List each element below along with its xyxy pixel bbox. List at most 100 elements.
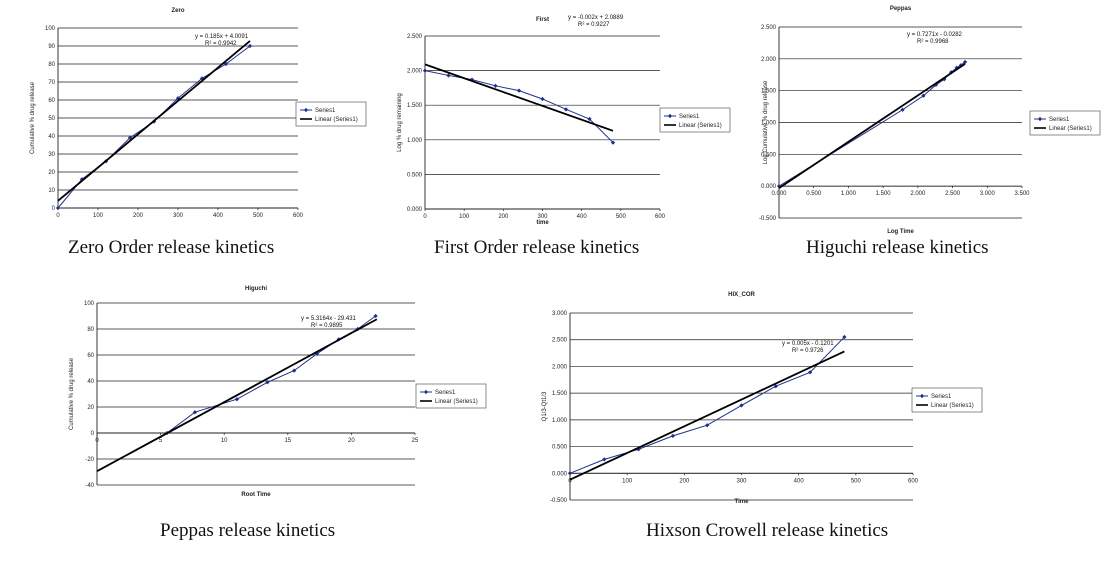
y-tick-label: 0.000 — [761, 184, 777, 190]
x-tick-label: 400 — [794, 478, 805, 484]
chart-title: Higuchi — [245, 286, 267, 292]
y-tick-label: 100 — [45, 26, 56, 32]
x-tick-label: 100 — [622, 478, 633, 484]
trend-line — [424, 63, 614, 132]
y-tick-label: 2.500 — [761, 25, 777, 31]
data-point — [55, 205, 61, 211]
legend-label: Series1 — [931, 394, 952, 400]
y-tick-label: 0.500 — [552, 445, 568, 451]
chart-title: HIX_COR — [728, 292, 755, 298]
y-axis-label: Q1/3-Qt1/3 — [542, 391, 548, 421]
legend-box — [415, 383, 487, 409]
chart-panel-first: First 0.000 0.500 1.000 1.500 2.000 2.500 0 100 2… — [370, 0, 740, 270]
data-point — [900, 107, 905, 112]
legend-box — [911, 387, 983, 413]
y-axis-label: Log Cumulative % drug release — [763, 80, 769, 164]
y-tick-label: 2.000 — [407, 69, 423, 75]
y-axis-label: Cumulative % drug release — [69, 357, 75, 430]
y-tick-label: 0 — [52, 206, 56, 212]
data-point — [563, 107, 569, 112]
y-tick-label: 10 — [48, 188, 55, 194]
data-point — [610, 140, 616, 145]
x-axis-label: Time — [735, 499, 750, 505]
data-point — [567, 471, 573, 476]
legend-label: Linear (Series1) — [1049, 126, 1092, 132]
chart-title: Zero — [171, 8, 184, 14]
y-tick-label: 2.500 — [552, 338, 568, 344]
x-tick-label: 5 — [159, 438, 163, 444]
legend: Series1 Linear (Series1) — [659, 107, 731, 133]
legend: Series1 Linear (Series1) — [1029, 110, 1101, 136]
data-point — [247, 43, 253, 49]
x-tick-label: 0 — [423, 214, 427, 220]
x-tick-label: 200 — [498, 214, 509, 220]
y-tick-label: -0.500 — [550, 498, 568, 504]
legend-box — [295, 101, 367, 127]
legend-label: Series1 — [679, 114, 700, 120]
x-tick-label: 10 — [221, 438, 228, 444]
x-tick-label: 300 — [736, 478, 747, 484]
x-tick-label: 200 — [679, 478, 690, 484]
y-tick-label: 2.500 — [407, 34, 423, 40]
x-tick-label: 400 — [577, 214, 588, 220]
x-axis-label: time — [536, 220, 549, 226]
trendline-equation: y = 0.185x + 4.0091 — [195, 34, 249, 40]
x-tick-label: 500 — [253, 213, 264, 219]
legend: Series1 Linear (Series1) — [415, 383, 487, 409]
y-tick-label: 0.000 — [552, 471, 568, 477]
legend-label: Series1 — [315, 108, 336, 114]
y-tick-label: 1.500 — [552, 391, 568, 397]
data-point — [516, 88, 522, 93]
x-tick-label: 100 — [459, 214, 470, 220]
hixson-crowell-chart: HIX_COR -0.500 0.000 0.500 1.000 1.500 2.000 2.… — [542, 292, 983, 505]
legend: Series1 Linear (Series1) — [295, 101, 367, 127]
legend-label: Linear (Series1) — [435, 399, 478, 405]
chart-title: First — [536, 17, 549, 23]
legend-box — [1029, 110, 1101, 136]
legend-label: Series1 — [435, 390, 456, 396]
x-tick-label: 600 — [293, 213, 304, 219]
peppas-chart: Peppas -0.500 0.000 0.500 1.000 1.500 2.000 2.5… — [759, 6, 1101, 235]
caption-first: First Order release kinetics — [434, 237, 640, 258]
x-tick-label: 15 — [284, 438, 291, 444]
x-tick-label: 0 — [568, 478, 572, 484]
x-tick-label: 600 — [655, 214, 666, 220]
data-point — [493, 83, 498, 88]
x-tick-label: 400 — [213, 213, 224, 219]
x-tick-label: 3.500 — [1014, 191, 1030, 197]
y-tick-label: 0.000 — [407, 207, 423, 213]
y-tick-label: -40 — [85, 483, 94, 489]
chart-panel-zero: Zero 0 10 20 30 40 50 60 70 80 90 100 0 100 200 300 400 5… — [0, 0, 370, 270]
data-point — [807, 370, 813, 375]
y-tick-label: 50 — [48, 116, 55, 122]
y-tick-label: 100 — [84, 301, 95, 307]
y-tick-label: 20 — [48, 170, 55, 176]
data-point — [842, 334, 847, 340]
y-tick-label: 1.500 — [761, 89, 777, 95]
x-tick-label: 1.500 — [876, 191, 892, 197]
chart-panel-peppas: Peppas -0.500 0.000 0.500 1.000 1.500 2.000 2.5… — [740, 0, 1109, 270]
trendline-equation: y = 0.7271x - 0.0282 — [907, 32, 963, 38]
x-tick-label: 600 — [908, 478, 919, 484]
y-tick-label: 60 — [87, 353, 94, 359]
y-tick-label: 20 — [87, 405, 94, 411]
data-point — [739, 403, 744, 408]
x-tick-label: 0 — [95, 438, 99, 444]
chart-panel-higuchi: Higuchi -40 -20 0 20 40 60 80 100 0 5 10 15 20 25 Root … — [60, 280, 520, 570]
y-axis-label: Cumulative % drug release — [30, 81, 36, 154]
trend-line — [96, 318, 378, 473]
series-line — [778, 61, 966, 187]
data-point — [192, 410, 198, 415]
y-tick-label: -20 — [85, 457, 94, 463]
r-squared: R² = 0.9942 — [205, 41, 237, 47]
x-tick-label: 100 — [93, 213, 104, 219]
y-tick-label: 40 — [48, 134, 55, 140]
series-line — [569, 336, 845, 474]
trendline-equation: y = -0.002x + 2.0889 — [568, 15, 624, 21]
caption-higuchi: Higuchi release kinetics — [806, 237, 989, 258]
legend-label: Linear (Series1) — [679, 123, 722, 129]
legend-label: Series1 — [1049, 117, 1070, 123]
y-tick-label: 60 — [48, 98, 55, 104]
data-point — [962, 59, 968, 65]
y-tick-label: 2.000 — [552, 364, 568, 370]
